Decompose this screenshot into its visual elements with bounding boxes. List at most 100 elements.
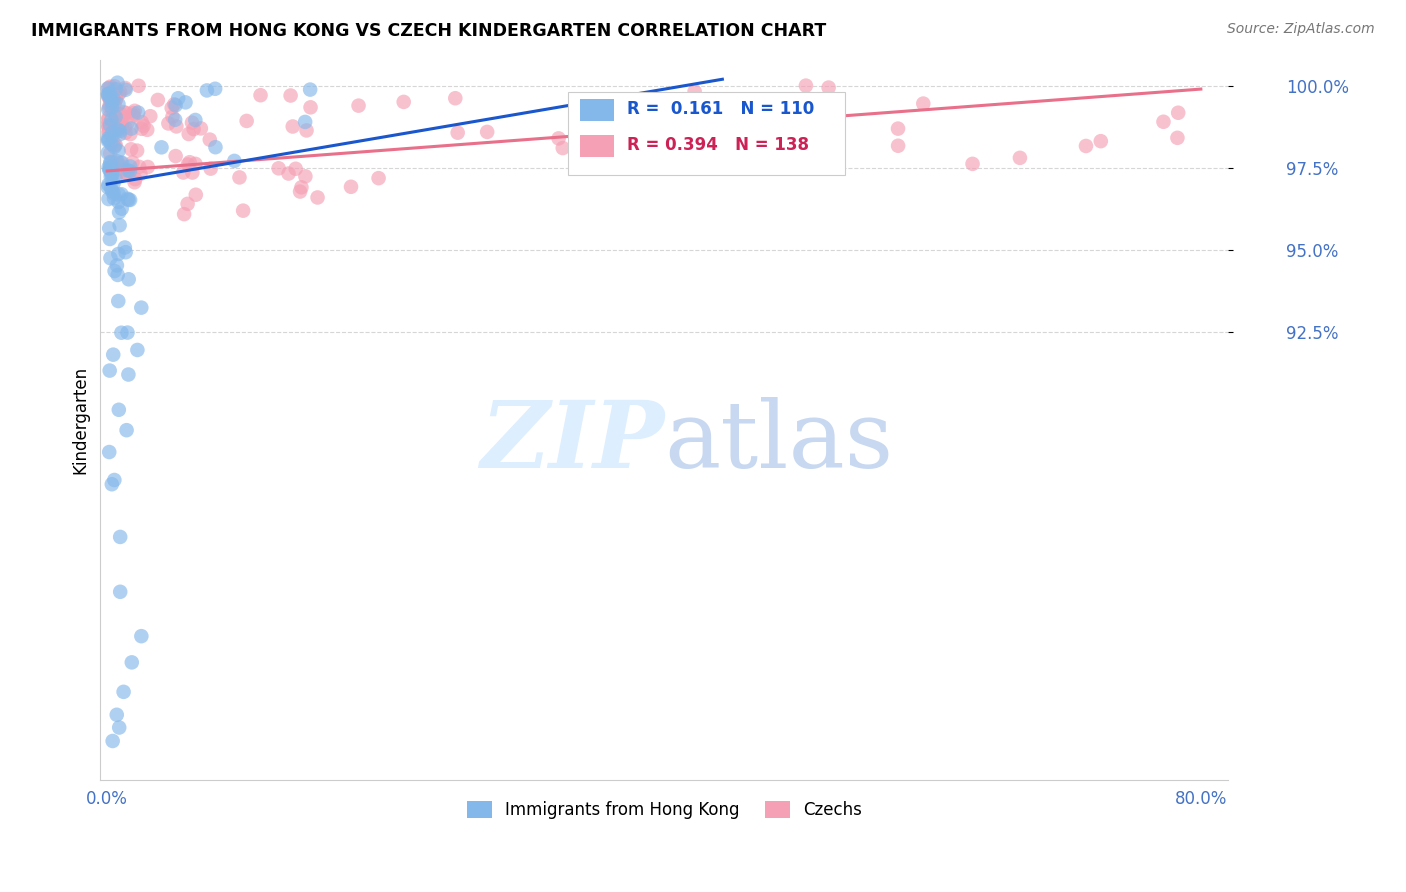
Point	[167, 91, 190, 105]
Point	[124, 172, 146, 186]
Point	[114, 240, 136, 254]
Point	[98, 221, 121, 235]
Point	[107, 97, 129, 112]
Text: Source: ZipAtlas.com: Source: ZipAtlas.com	[1227, 22, 1375, 37]
Point	[593, 148, 616, 162]
Point	[647, 153, 669, 167]
Point	[101, 185, 124, 199]
Point	[108, 124, 131, 138]
Text: R =  0.161   N = 110: R = 0.161 N = 110	[627, 100, 814, 118]
Point	[112, 685, 135, 699]
Point	[117, 115, 139, 129]
Text: ZIP: ZIP	[479, 397, 664, 486]
Point	[98, 91, 121, 105]
Point	[912, 96, 935, 111]
Point	[131, 301, 153, 315]
Point	[98, 232, 121, 246]
Point	[107, 268, 129, 282]
Point	[98, 363, 121, 377]
Point	[277, 167, 299, 181]
Point	[101, 168, 124, 182]
Point	[107, 144, 129, 158]
Point	[103, 264, 125, 278]
Point	[132, 119, 155, 133]
Point	[122, 108, 145, 122]
Point	[748, 153, 770, 167]
Point	[97, 81, 120, 95]
Point	[103, 97, 125, 112]
Point	[129, 167, 152, 181]
Point	[340, 179, 363, 194]
Point	[101, 96, 124, 111]
Point	[100, 129, 122, 144]
Point	[110, 326, 132, 340]
Point	[122, 106, 145, 120]
Point	[131, 629, 153, 643]
Point	[128, 78, 150, 93]
Point	[103, 348, 125, 362]
Point	[98, 98, 121, 112]
Point	[111, 202, 134, 216]
Point	[117, 368, 139, 382]
Point	[104, 87, 127, 102]
Point	[281, 120, 304, 134]
Point	[288, 185, 311, 199]
Point	[100, 168, 122, 182]
Text: IMMIGRANTS FROM HONG KONG VS CZECH KINDERGARTEN CORRELATION CHART: IMMIGRANTS FROM HONG KONG VS CZECH KINDE…	[31, 22, 827, 40]
Point	[97, 133, 120, 147]
Point	[117, 193, 139, 207]
Point	[235, 114, 257, 128]
Point	[723, 150, 745, 164]
Point	[110, 114, 132, 128]
Point	[114, 245, 136, 260]
Point	[103, 191, 125, 205]
Point	[107, 294, 129, 309]
Point	[100, 251, 122, 265]
Point	[131, 115, 153, 129]
Point	[280, 88, 302, 103]
Point	[115, 106, 138, 120]
Point	[163, 97, 186, 112]
Point	[98, 124, 121, 138]
Point	[104, 170, 127, 185]
Point	[118, 272, 141, 286]
Point	[107, 194, 129, 209]
Point	[114, 126, 136, 140]
Point	[638, 139, 661, 153]
Point	[114, 81, 136, 95]
Point	[97, 88, 120, 103]
Point	[887, 121, 910, 136]
Point	[173, 207, 195, 221]
Point	[97, 103, 120, 117]
Point	[160, 101, 183, 115]
Point	[107, 187, 129, 202]
Point	[172, 165, 194, 179]
Point	[110, 187, 132, 202]
Point	[105, 108, 128, 122]
Point	[887, 138, 910, 153]
Point	[104, 93, 127, 107]
Point	[146, 93, 169, 107]
Text: R = 0.394   N = 138: R = 0.394 N = 138	[627, 136, 808, 153]
Point	[108, 116, 131, 130]
Point	[98, 87, 121, 102]
Point	[184, 157, 207, 171]
Point	[110, 107, 132, 121]
Point	[179, 155, 201, 169]
Point	[190, 121, 212, 136]
Point	[98, 118, 121, 132]
Point	[97, 126, 120, 140]
Point	[107, 247, 129, 261]
Point	[107, 87, 129, 101]
Point	[307, 190, 329, 204]
Point	[98, 146, 121, 161]
Point	[98, 87, 121, 101]
Point	[110, 155, 132, 169]
Point	[475, 125, 498, 139]
Point	[97, 111, 120, 125]
Point	[294, 115, 316, 129]
Legend: Immigrants from Hong Kong, Czechs: Immigrants from Hong Kong, Czechs	[460, 795, 869, 826]
Point	[131, 121, 153, 136]
Point	[104, 138, 127, 153]
Point	[117, 326, 139, 340]
